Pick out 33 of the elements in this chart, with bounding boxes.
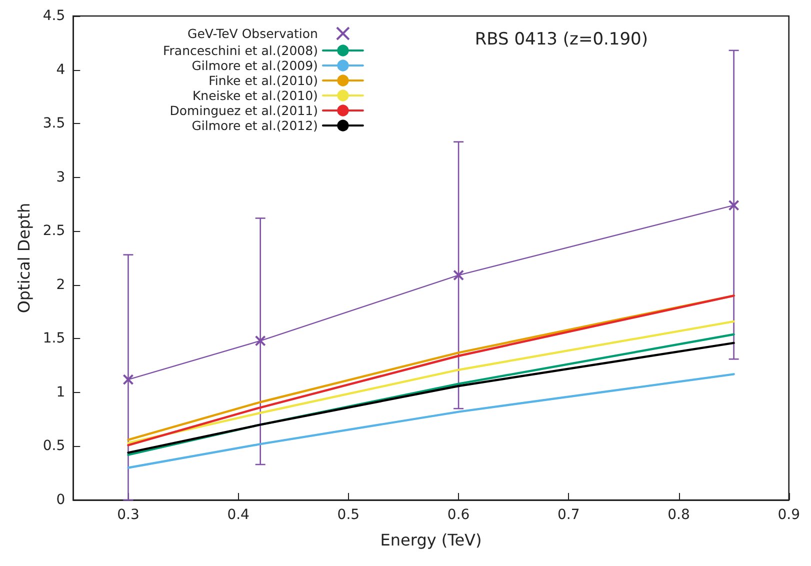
y-tick-label: 4 <box>56 62 66 78</box>
y-tick-label: 4.5 <box>42 8 66 24</box>
y-tick-label: 3.5 <box>42 116 66 132</box>
legend-label: Dominguez et al.(2011) <box>170 103 318 118</box>
legend-label: Gilmore et al.(2009) <box>192 58 318 73</box>
x-tick-label: 0.6 <box>447 507 470 523</box>
point <box>254 335 266 346</box>
x-tick-label: 0.8 <box>668 507 690 523</box>
x-tick-label: 0.7 <box>558 507 580 523</box>
text: RBS 0413 (z=0.190) <box>474 30 648 50</box>
y-axis-title: Optical Depth <box>14 202 34 314</box>
y-tick-label: 1 <box>56 384 66 400</box>
y-tick-label: 0.5 <box>42 438 66 454</box>
y-tick-label: 0 <box>56 492 66 508</box>
x-axis-title: Energy (TeV) <box>380 530 482 550</box>
point <box>122 374 134 386</box>
x-tick-label: 0.3 <box>117 507 140 523</box>
line-series <box>127 320 735 444</box>
x-tick-label: 0.5 <box>337 507 360 523</box>
point <box>728 200 740 211</box>
x-tick-label: 0.9 <box>778 507 800 523</box>
legend-label: Kneiske et al.(2010) <box>192 88 318 103</box>
y-tick-label: 1.5 <box>42 330 66 347</box>
legend-label: Finke et al.(2010) <box>208 73 318 88</box>
point <box>453 270 464 281</box>
y-tick-label: 2 <box>56 276 66 293</box>
line-series <box>127 373 735 469</box>
y-tick-label: 2.5 <box>42 223 66 240</box>
y-tick-label: 3 <box>56 169 66 186</box>
legend-label: Gilmore et al.(2012) <box>192 118 318 133</box>
x-tick-label: 0.4 <box>227 507 250 523</box>
legend-label: GeV-TeV Observation <box>188 26 318 41</box>
legend-label: Franceschini et al.(2008) <box>162 43 318 58</box>
